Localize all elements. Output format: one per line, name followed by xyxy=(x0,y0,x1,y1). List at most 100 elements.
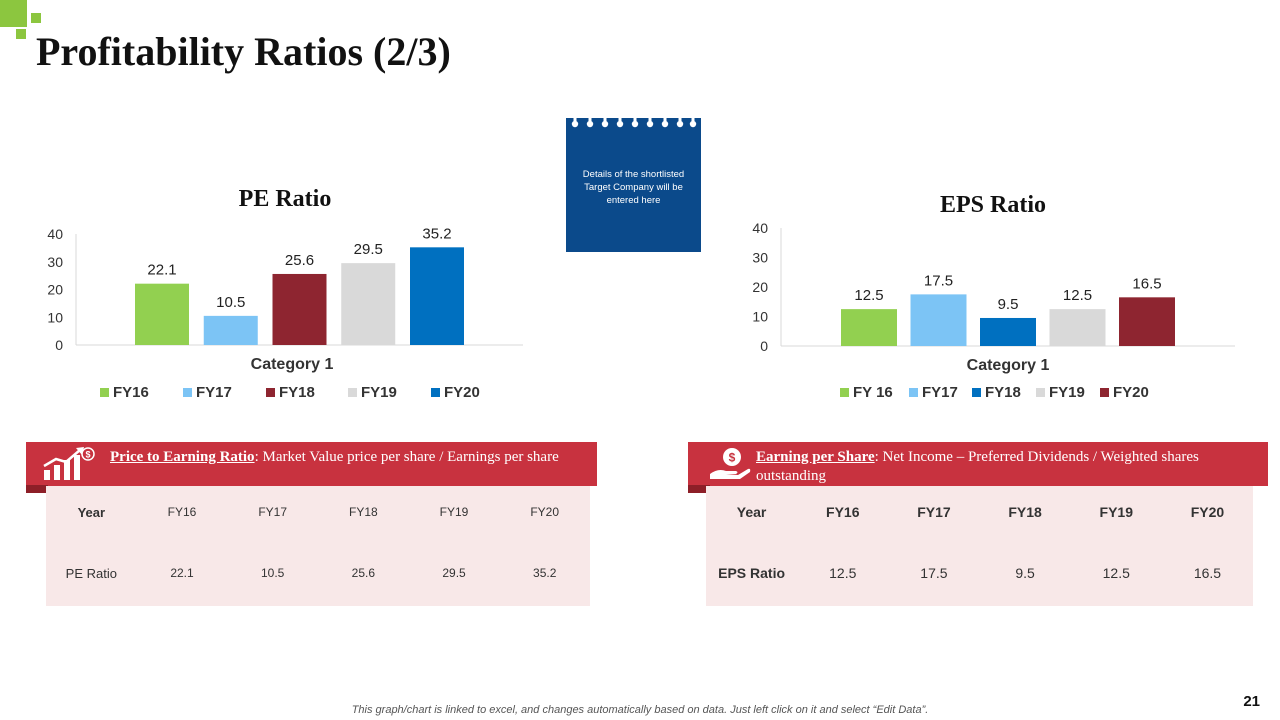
y-tick-label: 0 xyxy=(760,338,768,354)
legend-label: FY17 xyxy=(922,384,958,401)
eps-definition-formula: : Net Income – Preferred Dividends / Wei… xyxy=(756,449,1199,484)
table-cell: 12.5 xyxy=(829,565,857,581)
table-header-row: Year FY16 FY17 FY18 FY19 FY20 xyxy=(46,505,590,520)
table-cell: 35.2 xyxy=(533,566,557,580)
y-tick-label: 0 xyxy=(55,337,63,353)
legend-label: FY19 xyxy=(1049,384,1085,401)
table-cell: 9.5 xyxy=(1015,565,1035,581)
bar-fy19 xyxy=(1049,309,1106,346)
table-header-cell: FY16 xyxy=(167,505,197,519)
table-header-cell: FY18 xyxy=(349,505,378,519)
data-label: 16.5 xyxy=(1132,275,1161,292)
decor-square xyxy=(0,0,27,27)
bar-fy16 xyxy=(841,309,897,346)
table-header-row: Year FY16 FY17 FY18 FY19 FY20 xyxy=(706,504,1253,520)
pe-definition-text: Price to Earning Ratio: Market Value pri… xyxy=(110,448,587,467)
table-row-label: PE Ratio xyxy=(65,566,117,581)
pe-definition-banner: $ Price to Earning Ratio: Market Value p… xyxy=(26,442,597,493)
legend-label: FY16 xyxy=(113,384,149,401)
eps-table: Year FY16 FY17 FY18 FY19 FY20 EPS Ratio … xyxy=(706,486,1253,606)
eps-definition-term: Earning per Share xyxy=(756,449,875,465)
legend-swatch xyxy=(1036,388,1045,397)
footer-note: This graph/chart is linked to excel, and… xyxy=(351,704,929,716)
data-label: 12.5 xyxy=(1063,287,1092,304)
pe-chart-title: PE Ratio xyxy=(238,186,332,212)
bar-fy18 xyxy=(980,317,1036,346)
legend-swatch xyxy=(1100,388,1109,397)
data-label: 29.5 xyxy=(354,241,383,258)
bar-fy16 xyxy=(135,283,189,345)
y-tick-label: 20 xyxy=(47,282,63,298)
table-cell: 22.1 xyxy=(170,566,194,580)
legend-swatch xyxy=(972,388,981,397)
legend-swatch xyxy=(431,388,440,397)
note-card-text: Details of the shortlisted Target Compan… xyxy=(582,169,685,206)
table-header-cell: FY18 xyxy=(1008,504,1042,520)
table-header-cell: FY20 xyxy=(1190,504,1225,520)
decor-square xyxy=(31,13,41,23)
data-label: 9.5 xyxy=(998,296,1019,313)
legend-label: FY19 xyxy=(361,384,397,401)
y-tick-label: 40 xyxy=(752,220,768,236)
legend-label: FY20 xyxy=(444,384,480,401)
y-tick-label: 10 xyxy=(752,309,768,325)
legend-swatch xyxy=(100,388,109,397)
slide-title: Profitability Ratios (2/3) xyxy=(36,29,451,74)
legend-label: FY18 xyxy=(279,384,315,401)
legend-swatch xyxy=(266,388,275,397)
table-header-cell: FY19 xyxy=(439,505,469,519)
table-cell: 25.6 xyxy=(351,566,376,580)
banner-fold xyxy=(688,485,710,493)
x-category-label: Category 1 xyxy=(967,357,1050,374)
table-cell: 10.5 xyxy=(261,566,285,580)
spiral-holes xyxy=(571,118,697,128)
bar-fy18 xyxy=(272,273,327,345)
pe-table: Year FY16 FY17 FY18 FY19 FY20 PE Ratio 2… xyxy=(46,486,590,606)
legend-swatch xyxy=(348,388,357,397)
legend-label: FY20 xyxy=(1113,384,1149,401)
data-label: 25.6 xyxy=(285,252,314,269)
legend-swatch xyxy=(183,388,192,397)
table-cell: 16.5 xyxy=(1193,565,1222,581)
eps-chart-title: EPS Ratio xyxy=(939,192,1046,218)
table-cell: 12.5 xyxy=(1102,565,1130,581)
table-header-cell: FY17 xyxy=(917,504,951,520)
legend-label: FY 16 xyxy=(853,384,893,401)
x-category-label: Category 1 xyxy=(251,356,334,373)
bar-fy17 xyxy=(910,294,967,346)
eps-definition-banner: $ Earning per Share: Net Income – Prefer… xyxy=(688,442,1268,493)
decor-square xyxy=(16,29,26,39)
data-label: 10.5 xyxy=(216,294,245,311)
table-row: PE Ratio 22.1 10.5 25.6 29.5 35.2 xyxy=(46,566,590,581)
note-card[interactable]: Details of the shortlisted Target Compan… xyxy=(566,118,701,252)
y-tick-label: 10 xyxy=(47,309,63,325)
table-header-cell: FY19 xyxy=(1099,504,1133,520)
legend-swatch xyxy=(840,388,849,397)
table-cell: 17.5 xyxy=(920,565,948,581)
table-row: EPS Ratio 12.5 17.5 9.5 12.5 16.5 xyxy=(706,565,1253,581)
y-tick-label: 20 xyxy=(752,279,768,295)
page-number: 21 xyxy=(1243,693,1260,710)
table-header-cell: FY16 xyxy=(826,504,860,520)
table-header-cell: FY17 xyxy=(258,505,288,519)
legend-label: FY18 xyxy=(985,384,1021,401)
legend-label: FY17 xyxy=(196,384,232,401)
bar-fy20 xyxy=(410,247,464,345)
svg-text:$: $ xyxy=(729,451,736,465)
eps-definition-text: Earning per Share: Net Income – Preferre… xyxy=(756,448,1258,486)
svg-text:$: $ xyxy=(85,450,90,460)
bar-fy19 xyxy=(341,263,396,345)
y-tick-label: 40 xyxy=(47,226,63,242)
data-label: 17.5 xyxy=(924,272,953,289)
table-cell: 29.5 xyxy=(442,566,466,580)
table-row-label: EPS Ratio xyxy=(718,565,786,581)
bar-fy20 xyxy=(1119,297,1175,346)
table-header-cell: Year xyxy=(736,504,767,520)
y-tick-label: 30 xyxy=(752,250,768,266)
pe-definition-term: Price to Earning Ratio xyxy=(110,449,255,465)
growth-chart-icon: $ xyxy=(43,447,95,480)
table-header-cell: Year xyxy=(77,505,106,520)
data-label: 22.1 xyxy=(147,262,176,279)
